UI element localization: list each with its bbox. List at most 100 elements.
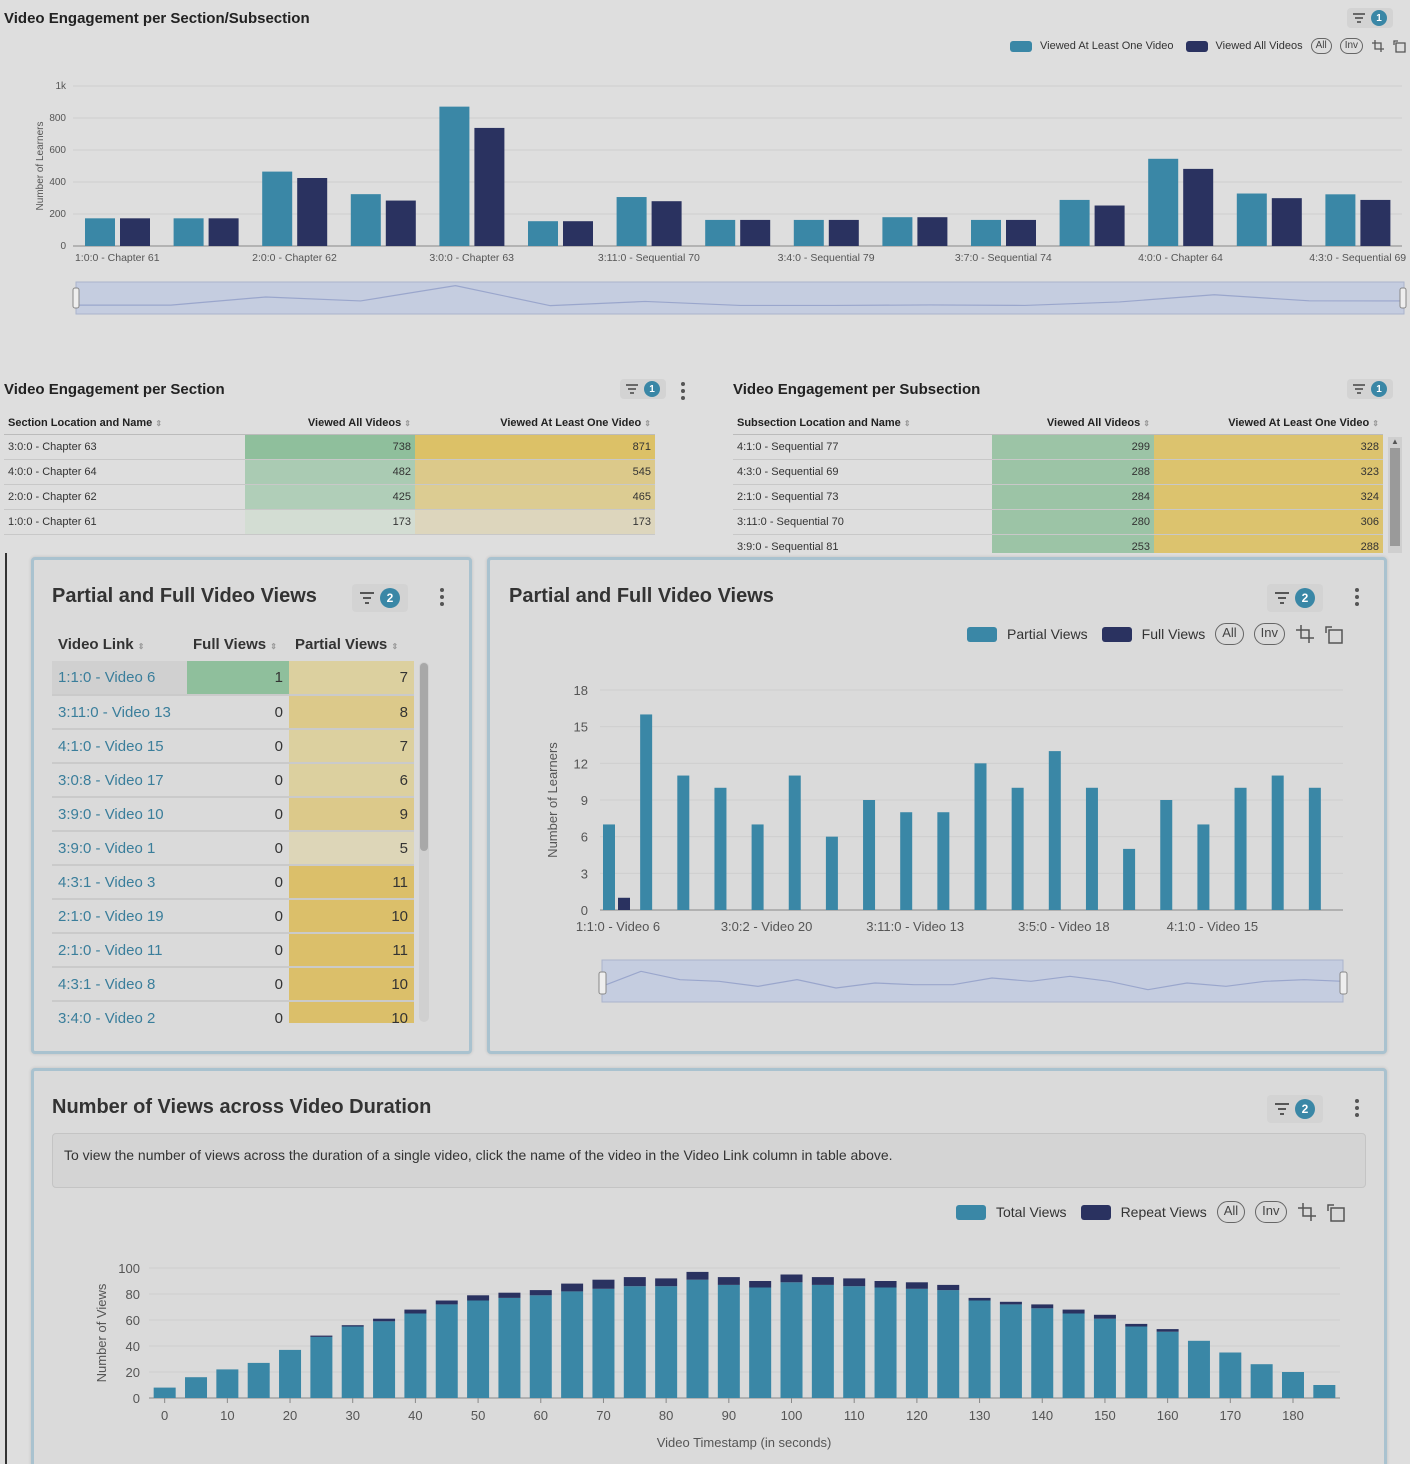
bar[interactable]: [563, 221, 593, 246]
bar[interactable]: [1271, 775, 1284, 910]
legend-item-repeat[interactable]: Repeat Views: [1120, 1204, 1207, 1220]
invert-selection-button[interactable]: Inv: [1255, 1201, 1287, 1223]
bar-segment[interactable]: [373, 1318, 396, 1322]
table-row[interactable]: 4:1:0 - Video 15 0 7: [52, 729, 414, 764]
video-link[interactable]: 3:4:0 - Video 2: [52, 1001, 187, 1023]
bar[interactable]: [1325, 194, 1356, 246]
bar[interactable]: [616, 197, 647, 246]
table-row[interactable]: 4:3:0 - Sequential 69 288 323: [733, 459, 1383, 485]
bar[interactable]: [467, 1300, 490, 1399]
bar[interactable]: [1187, 1340, 1210, 1398]
bar[interactable]: [863, 800, 876, 910]
bar[interactable]: [905, 1288, 928, 1398]
bar[interactable]: [618, 897, 630, 910]
table-row[interactable]: 2:1:0 - Video 11 0 11: [52, 933, 414, 968]
subsection-filter-button[interactable]: 1: [1347, 379, 1393, 399]
bar[interactable]: [882, 217, 913, 246]
bar[interactable]: [439, 106, 470, 246]
bar-segment[interactable]: [905, 1282, 928, 1289]
bar[interactable]: [1308, 787, 1321, 910]
bar[interactable]: [1093, 1318, 1116, 1398]
table-row[interactable]: 3:0:0 - Chapter 63 738 871: [4, 434, 655, 460]
select-all-button[interactable]: All: [1216, 1201, 1246, 1223]
table-row[interactable]: 4:1:0 - Sequential 77 299 328: [733, 434, 1383, 460]
table-row[interactable]: 3:0:8 - Video 17 0 6: [52, 763, 414, 798]
column-header[interactable]: Subsection Location and Name ⇕: [733, 412, 992, 435]
bar-segment[interactable]: [467, 1295, 490, 1301]
bar[interactable]: [900, 812, 913, 910]
bar[interactable]: [498, 1297, 521, 1398]
bar-segment[interactable]: [999, 1301, 1022, 1305]
slider-handle-right[interactable]: [1399, 287, 1407, 309]
table-row[interactable]: 4:3:1 - Video 3 0 11: [52, 865, 414, 900]
table-row[interactable]: 2:1:0 - Video 19 0 10: [52, 899, 414, 934]
bar[interactable]: [717, 1284, 740, 1398]
table-row[interactable]: 3:9:0 - Sequential 81 253 288: [733, 534, 1383, 553]
bar[interactable]: [529, 1295, 552, 1398]
bar[interactable]: [874, 1287, 897, 1399]
bar[interactable]: [592, 1288, 615, 1398]
bar-segment[interactable]: [811, 1277, 834, 1285]
bar[interactable]: [917, 217, 948, 246]
views-chart-filter-button[interactable]: 2: [1267, 584, 1323, 612]
table-row[interactable]: 2:1:0 - Sequential 73 284 324: [733, 484, 1383, 510]
video-link[interactable]: 4:3:1 - Video 3: [52, 865, 187, 900]
top-chart-filter-button[interactable]: 1: [1347, 8, 1393, 28]
scrollbar[interactable]: ▲: [1388, 437, 1402, 553]
bar[interactable]: [1250, 1364, 1273, 1398]
bar-segment[interactable]: [686, 1271, 709, 1280]
bar[interactable]: [825, 836, 838, 910]
bar-segment[interactable]: [655, 1278, 678, 1287]
bar[interactable]: [793, 219, 824, 246]
bar-segment[interactable]: [780, 1274, 803, 1283]
bar[interactable]: [1006, 219, 1036, 246]
bar-segment[interactable]: [1062, 1309, 1085, 1314]
bar[interactable]: [651, 201, 682, 246]
bar-segment[interactable]: [529, 1290, 552, 1296]
bar[interactable]: [1197, 824, 1210, 910]
zoom-reset-icon[interactable]: [1393, 39, 1407, 53]
views-table-scroll[interactable]: Video Link ⇕ Full Views ⇕ Partial Views …: [52, 628, 415, 1023]
bar[interactable]: [1059, 199, 1090, 246]
bar-segment[interactable]: [937, 1284, 960, 1291]
video-link[interactable]: 1:1:0 - Video 6: [52, 661, 187, 696]
table-row[interactable]: 3:11:0 - Video 13 0 8: [52, 695, 414, 730]
bar[interactable]: [686, 1279, 709, 1398]
more-options-icon[interactable]: [1352, 588, 1362, 606]
bar[interactable]: [385, 200, 416, 246]
table-row[interactable]: 3:4:0 - Video 2 0 10: [52, 1001, 414, 1023]
bar-segment[interactable]: [592, 1279, 615, 1289]
bar[interactable]: [1031, 1308, 1054, 1398]
select-all-button[interactable]: All: [1310, 38, 1332, 54]
video-link[interactable]: 3:11:0 - Video 13: [52, 695, 187, 730]
bar[interactable]: [435, 1304, 458, 1398]
bar[interactable]: [279, 1349, 302, 1398]
bar[interactable]: [705, 219, 736, 246]
bar[interactable]: [216, 1369, 239, 1398]
bar[interactable]: [561, 1291, 584, 1398]
slider-handle-left[interactable]: [598, 971, 607, 995]
more-options-icon[interactable]: [1352, 1099, 1362, 1117]
bar[interactable]: [350, 194, 381, 246]
bar-segment[interactable]: [1093, 1314, 1116, 1319]
bar[interactable]: [474, 127, 505, 246]
bar[interactable]: [937, 1290, 960, 1398]
bar[interactable]: [341, 1326, 364, 1399]
bar[interactable]: [655, 1286, 678, 1398]
table-row[interactable]: 4:0:0 - Chapter 64 482 545: [4, 459, 655, 485]
column-header[interactable]: Viewed All Videos ⇕: [245, 412, 415, 435]
legend-item-full[interactable]: Full Views: [1141, 626, 1206, 642]
bar[interactable]: [1011, 787, 1024, 910]
bar[interactable]: [1219, 1352, 1242, 1399]
table-row[interactable]: 1:1:0 - Video 6 1 7: [52, 661, 414, 696]
column-header[interactable]: Viewed All Videos ⇕: [992, 412, 1154, 435]
zoom-reset-icon[interactable]: [1325, 624, 1345, 644]
bar[interactable]: [85, 218, 115, 246]
legend-item-viewed-one[interactable]: Viewed At Least One Video: [1040, 40, 1174, 52]
legend-item-viewed-all[interactable]: Viewed All Videos: [1215, 40, 1303, 52]
scrollbar[interactable]: [419, 662, 429, 1022]
video-link[interactable]: 4:3:1 - Video 8: [52, 967, 187, 1002]
bar[interactable]: [208, 218, 239, 246]
more-options-icon[interactable]: [437, 588, 447, 606]
bar[interactable]: [677, 775, 690, 910]
